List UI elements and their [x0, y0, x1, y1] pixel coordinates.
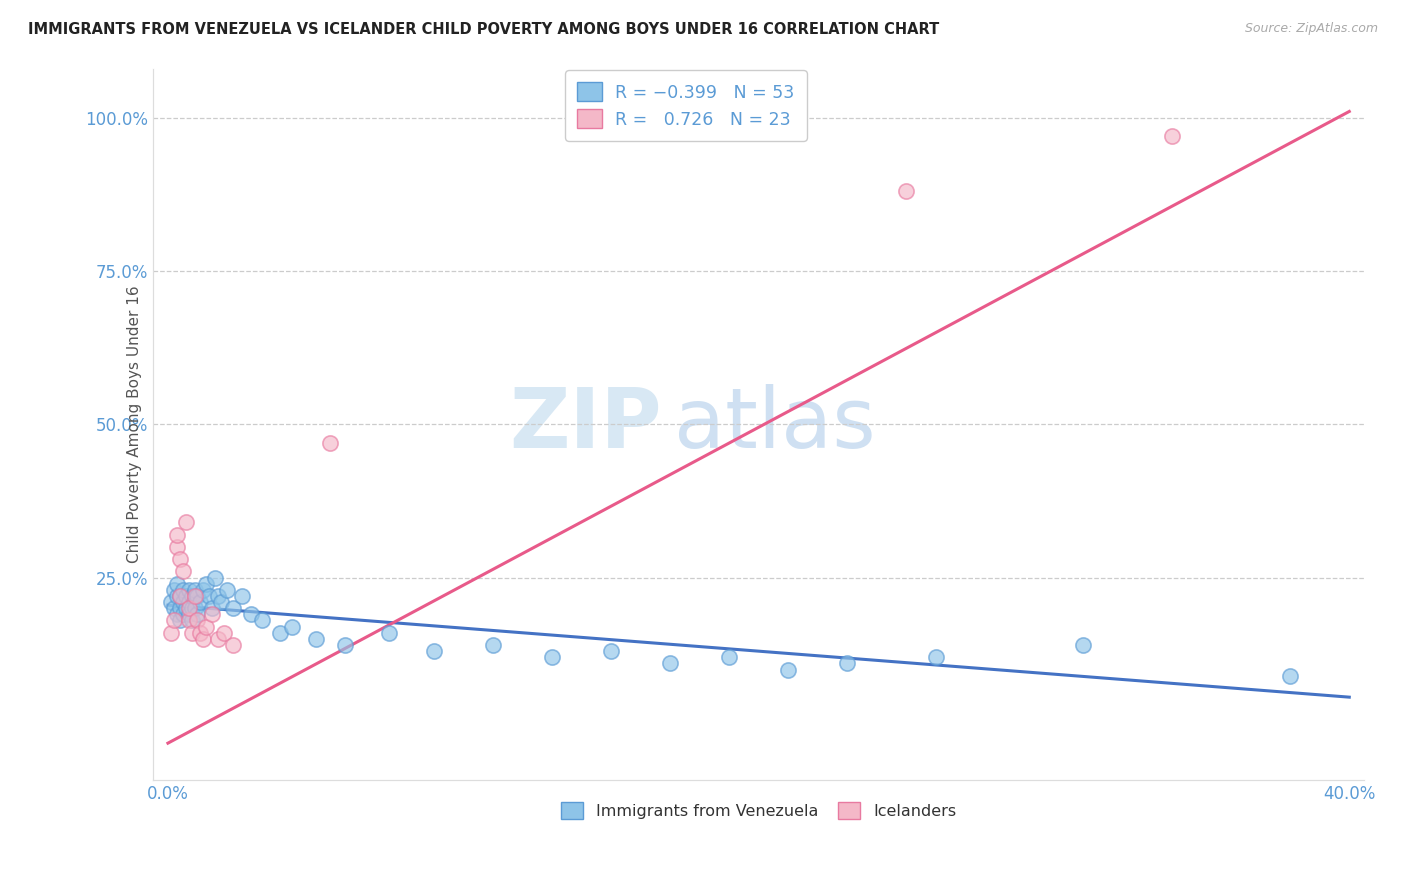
Point [896, 184, 918, 198]
Point [231, 589, 253, 603]
Point [166, 527, 188, 541]
Point [193, 582, 215, 597]
Legend: Immigrants from Venezuela, Icelanders: Immigrants from Venezuela, Icelanders [555, 796, 963, 825]
Point [174, 589, 197, 603]
Point [160, 625, 183, 640]
Point [169, 601, 191, 615]
Point [659, 657, 682, 671]
Point [925, 650, 948, 665]
Point [163, 614, 186, 628]
Point [190, 595, 212, 609]
Point [239, 607, 262, 622]
Point [718, 650, 741, 665]
Point [177, 601, 200, 615]
Point [778, 663, 800, 677]
Point [193, 632, 215, 646]
Point [215, 582, 238, 597]
Text: atlas: atlas [673, 384, 876, 465]
Point [180, 625, 202, 640]
Point [201, 601, 224, 615]
Point [183, 582, 205, 597]
Point [1073, 638, 1095, 652]
Point [183, 589, 205, 603]
Point [160, 595, 183, 609]
Point [172, 595, 194, 609]
Point [269, 625, 291, 640]
Point [180, 589, 202, 603]
Point [166, 576, 188, 591]
Point [169, 589, 191, 603]
Point [1161, 128, 1184, 143]
Point [541, 650, 564, 665]
Point [177, 607, 200, 622]
Point [172, 582, 194, 597]
Point [207, 632, 229, 646]
Text: Source: ZipAtlas.com: Source: ZipAtlas.com [1244, 22, 1378, 36]
Point [319, 435, 342, 450]
Point [169, 614, 191, 628]
Point [174, 516, 197, 530]
Point [304, 632, 326, 646]
Point [180, 614, 202, 628]
Point [177, 595, 200, 609]
Point [378, 625, 401, 640]
Point [177, 614, 200, 628]
Point [201, 607, 224, 622]
Point [186, 589, 208, 603]
Point [195, 576, 218, 591]
Point [163, 582, 186, 597]
Point [177, 582, 200, 597]
Point [169, 552, 191, 566]
Point [163, 601, 186, 615]
Text: ZIP: ZIP [509, 384, 662, 465]
Point [174, 601, 197, 615]
Point [422, 644, 444, 658]
Point [281, 619, 304, 633]
Point [222, 601, 245, 615]
Point [183, 601, 205, 615]
Point [222, 638, 245, 652]
Point [166, 607, 188, 622]
Point [172, 565, 194, 579]
Point [166, 540, 188, 554]
Y-axis label: Child Poverty Among Boys Under 16: Child Poverty Among Boys Under 16 [127, 285, 142, 563]
Point [212, 625, 235, 640]
Point [186, 607, 208, 622]
Point [837, 657, 859, 671]
Point [172, 607, 194, 622]
Point [195, 619, 218, 633]
Point [209, 595, 232, 609]
Point [180, 601, 202, 615]
Point [166, 589, 188, 603]
Point [190, 625, 212, 640]
Point [169, 589, 191, 603]
Text: IMMIGRANTS FROM VENEZUELA VS ICELANDER CHILD POVERTY AMONG BOYS UNDER 16 CORRELA: IMMIGRANTS FROM VENEZUELA VS ICELANDER C… [28, 22, 939, 37]
Point [204, 570, 226, 584]
Point [1279, 669, 1302, 683]
Point [481, 638, 503, 652]
Point [186, 614, 208, 628]
Point [600, 644, 623, 658]
Point [333, 638, 356, 652]
Point [198, 589, 221, 603]
Point [252, 614, 274, 628]
Point [207, 589, 229, 603]
